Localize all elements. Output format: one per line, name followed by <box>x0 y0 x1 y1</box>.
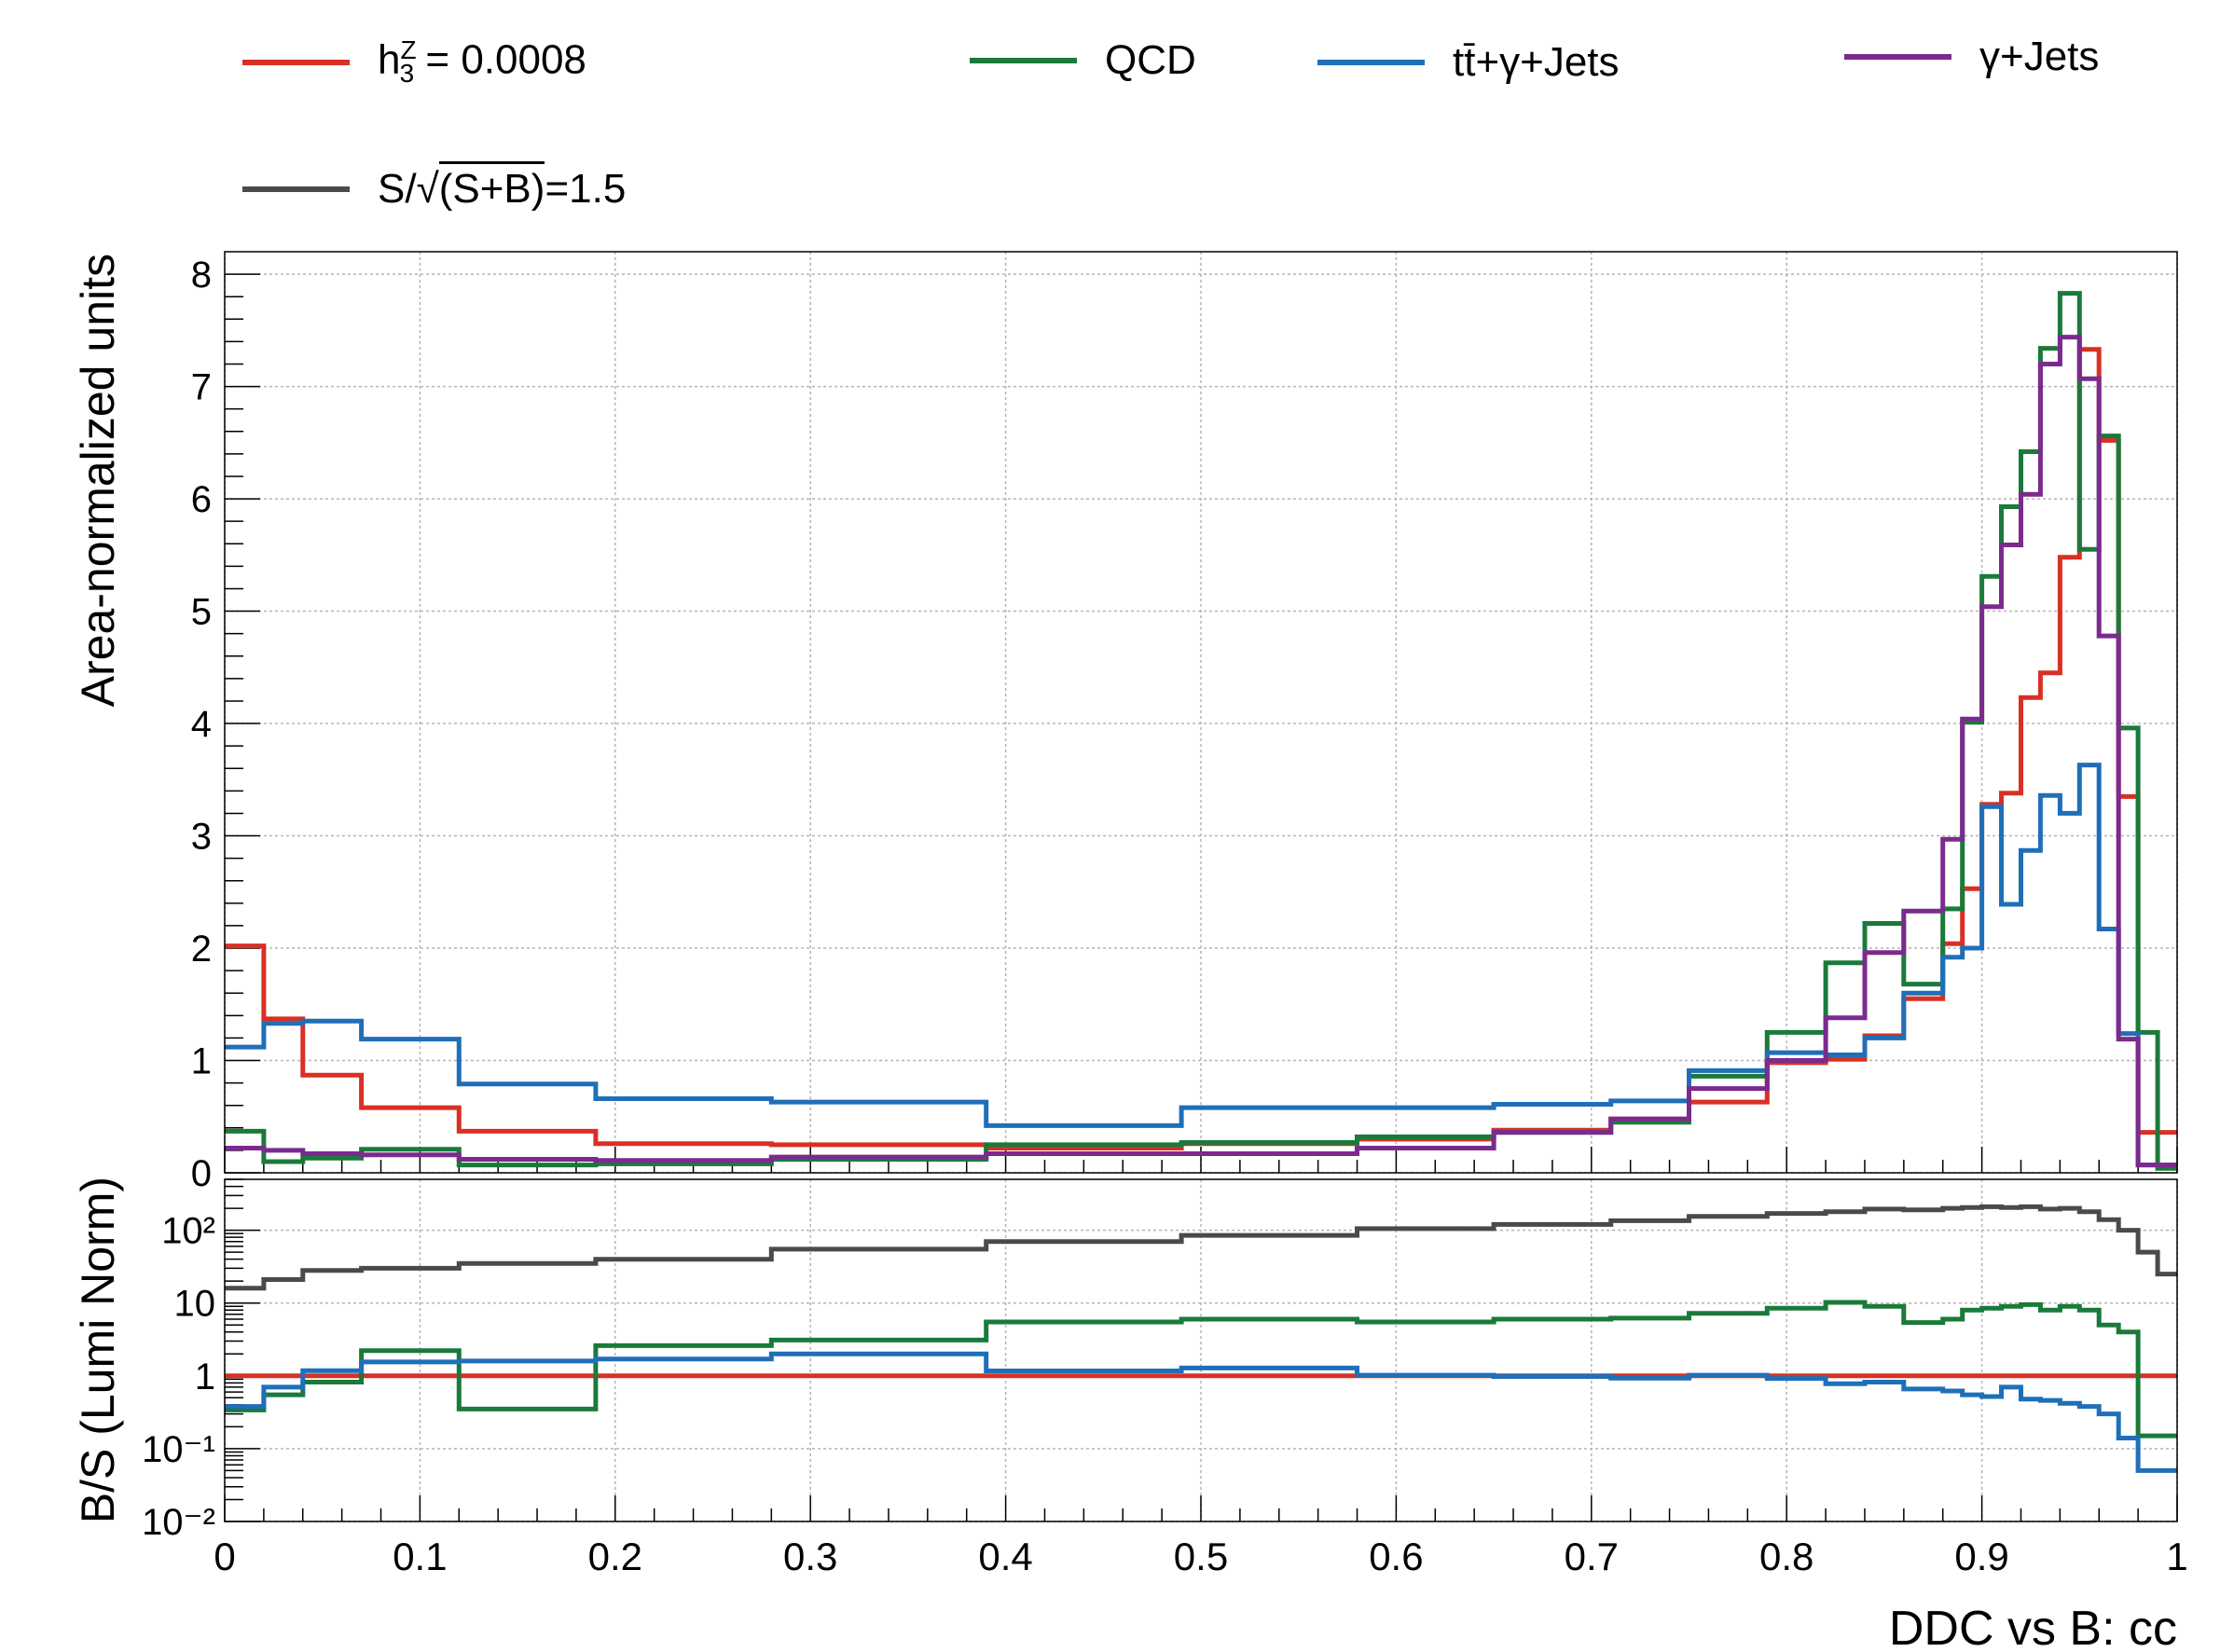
bottom-panel: 10⁻² 10⁻¹ 1 10 10² 0 0.1 0.2 0.3 0.4 0.5 0.6 0.7 0.8 0… <box>72 1177 2188 1652</box>
legend-entry-gammajets: γ+Jets <box>1844 34 2099 80</box>
bottom-ytick-label: 10 <box>174 1284 216 1325</box>
top-panel: 0 1 2 3 4 5 6 7 8 Area-normalized units <box>72 251 2178 1194</box>
bottom-xtick-label: 0.2 <box>588 1535 642 1578</box>
legend-significance-radicand: (S+B) <box>438 161 545 212</box>
legend-significance-value: =1.5 <box>545 166 627 212</box>
bottom-panel-frame <box>224 1178 2178 1522</box>
legend-entry-ttgamma: tt̄+γ+Jets <box>1317 39 1620 86</box>
bottom-series-line-2 <box>225 1351 2177 1473</box>
legend-entry-signal: hZ3 = 0.0008 <box>242 35 586 89</box>
bottom-ylabel: B/S (Lumi Norm) <box>72 1177 124 1523</box>
bottom-series-line-3 <box>225 1204 2177 1291</box>
top-ytick-label: 8 <box>191 255 212 296</box>
top-series-line-1 <box>225 291 2177 1171</box>
top-ytick-label: 2 <box>191 929 212 970</box>
top-ytick-label: 5 <box>191 592 212 633</box>
legend-signal-base: h <box>378 36 401 83</box>
bottom-ytick-label: 1 <box>195 1356 215 1397</box>
bottom-xtick-label: 0.7 <box>1565 1535 1619 1578</box>
top-ytick-label: 7 <box>191 367 212 408</box>
legend-label-qcd: QCD <box>1105 37 1196 83</box>
legend-label-signal: hZ3 = 0.0008 <box>378 35 586 89</box>
top-ytick-label: 0 <box>191 1153 212 1194</box>
bottom-ytick-label: 10⁻² <box>142 1502 215 1543</box>
bottom-xtick-label: 0.1 <box>393 1535 447 1578</box>
bottom-xtick-label: 0.5 <box>1174 1535 1228 1578</box>
legend-label-significance: S/√(S+B)=1.5 <box>378 161 627 213</box>
legend-swatch-significance <box>242 186 350 192</box>
bottom-ytick-label: 10² <box>161 1211 215 1252</box>
bottom-series-line-1 <box>225 1300 2177 1439</box>
top-series-line-2 <box>225 763 2177 1168</box>
bottom-xtick-label: 0.3 <box>783 1535 837 1578</box>
sqrt-symbol: √ <box>416 166 439 212</box>
bottom-xtick-label: 0 <box>214 1535 235 1578</box>
top-series-line-3 <box>225 335 2177 1168</box>
bottom-xlabel: DDC vs B: cc <box>1889 1602 2177 1652</box>
legend-swatch-ttgamma <box>1317 60 1425 65</box>
bottom-xtick-label: 0.6 <box>1369 1535 1423 1578</box>
top-ytick-label: 6 <box>191 479 212 520</box>
top-ytick-label: 1 <box>191 1041 212 1082</box>
bottom-ytick-label: 10⁻¹ <box>142 1429 215 1470</box>
legend-signal-value: = 0.0008 <box>425 36 586 83</box>
top-ylabel: Area-normalized units <box>72 254 124 707</box>
bottom-xtick-label: 0.9 <box>1954 1535 2008 1578</box>
bottom-xtick-label: 1 <box>2166 1535 2187 1578</box>
legend-signal-sup: Z <box>400 35 417 64</box>
top-ytick-label: 4 <box>191 704 212 745</box>
top-ytick-label: 3 <box>191 817 212 858</box>
legend-label-ttgamma: tt̄+γ+Jets <box>1453 39 1620 85</box>
legend-significance-prefix: S/ <box>378 166 417 212</box>
bottom-xtick-label: 0.4 <box>978 1535 1032 1578</box>
legend-swatch-signal <box>242 59 350 65</box>
legend-swatch-qcd <box>970 58 1077 63</box>
legend-entry-qcd: QCD <box>970 37 1196 84</box>
top-panel-frame <box>224 251 2178 1174</box>
legend-swatch-gammajets <box>1844 54 1951 60</box>
bottom-xtick-label: 0.8 <box>1759 1535 1813 1578</box>
legend-label-gammajets: γ+Jets <box>1979 34 2100 79</box>
legend-signal-sub: 3 <box>399 59 415 89</box>
legend-entry-significance: S/√(S+B)=1.5 <box>242 161 627 213</box>
